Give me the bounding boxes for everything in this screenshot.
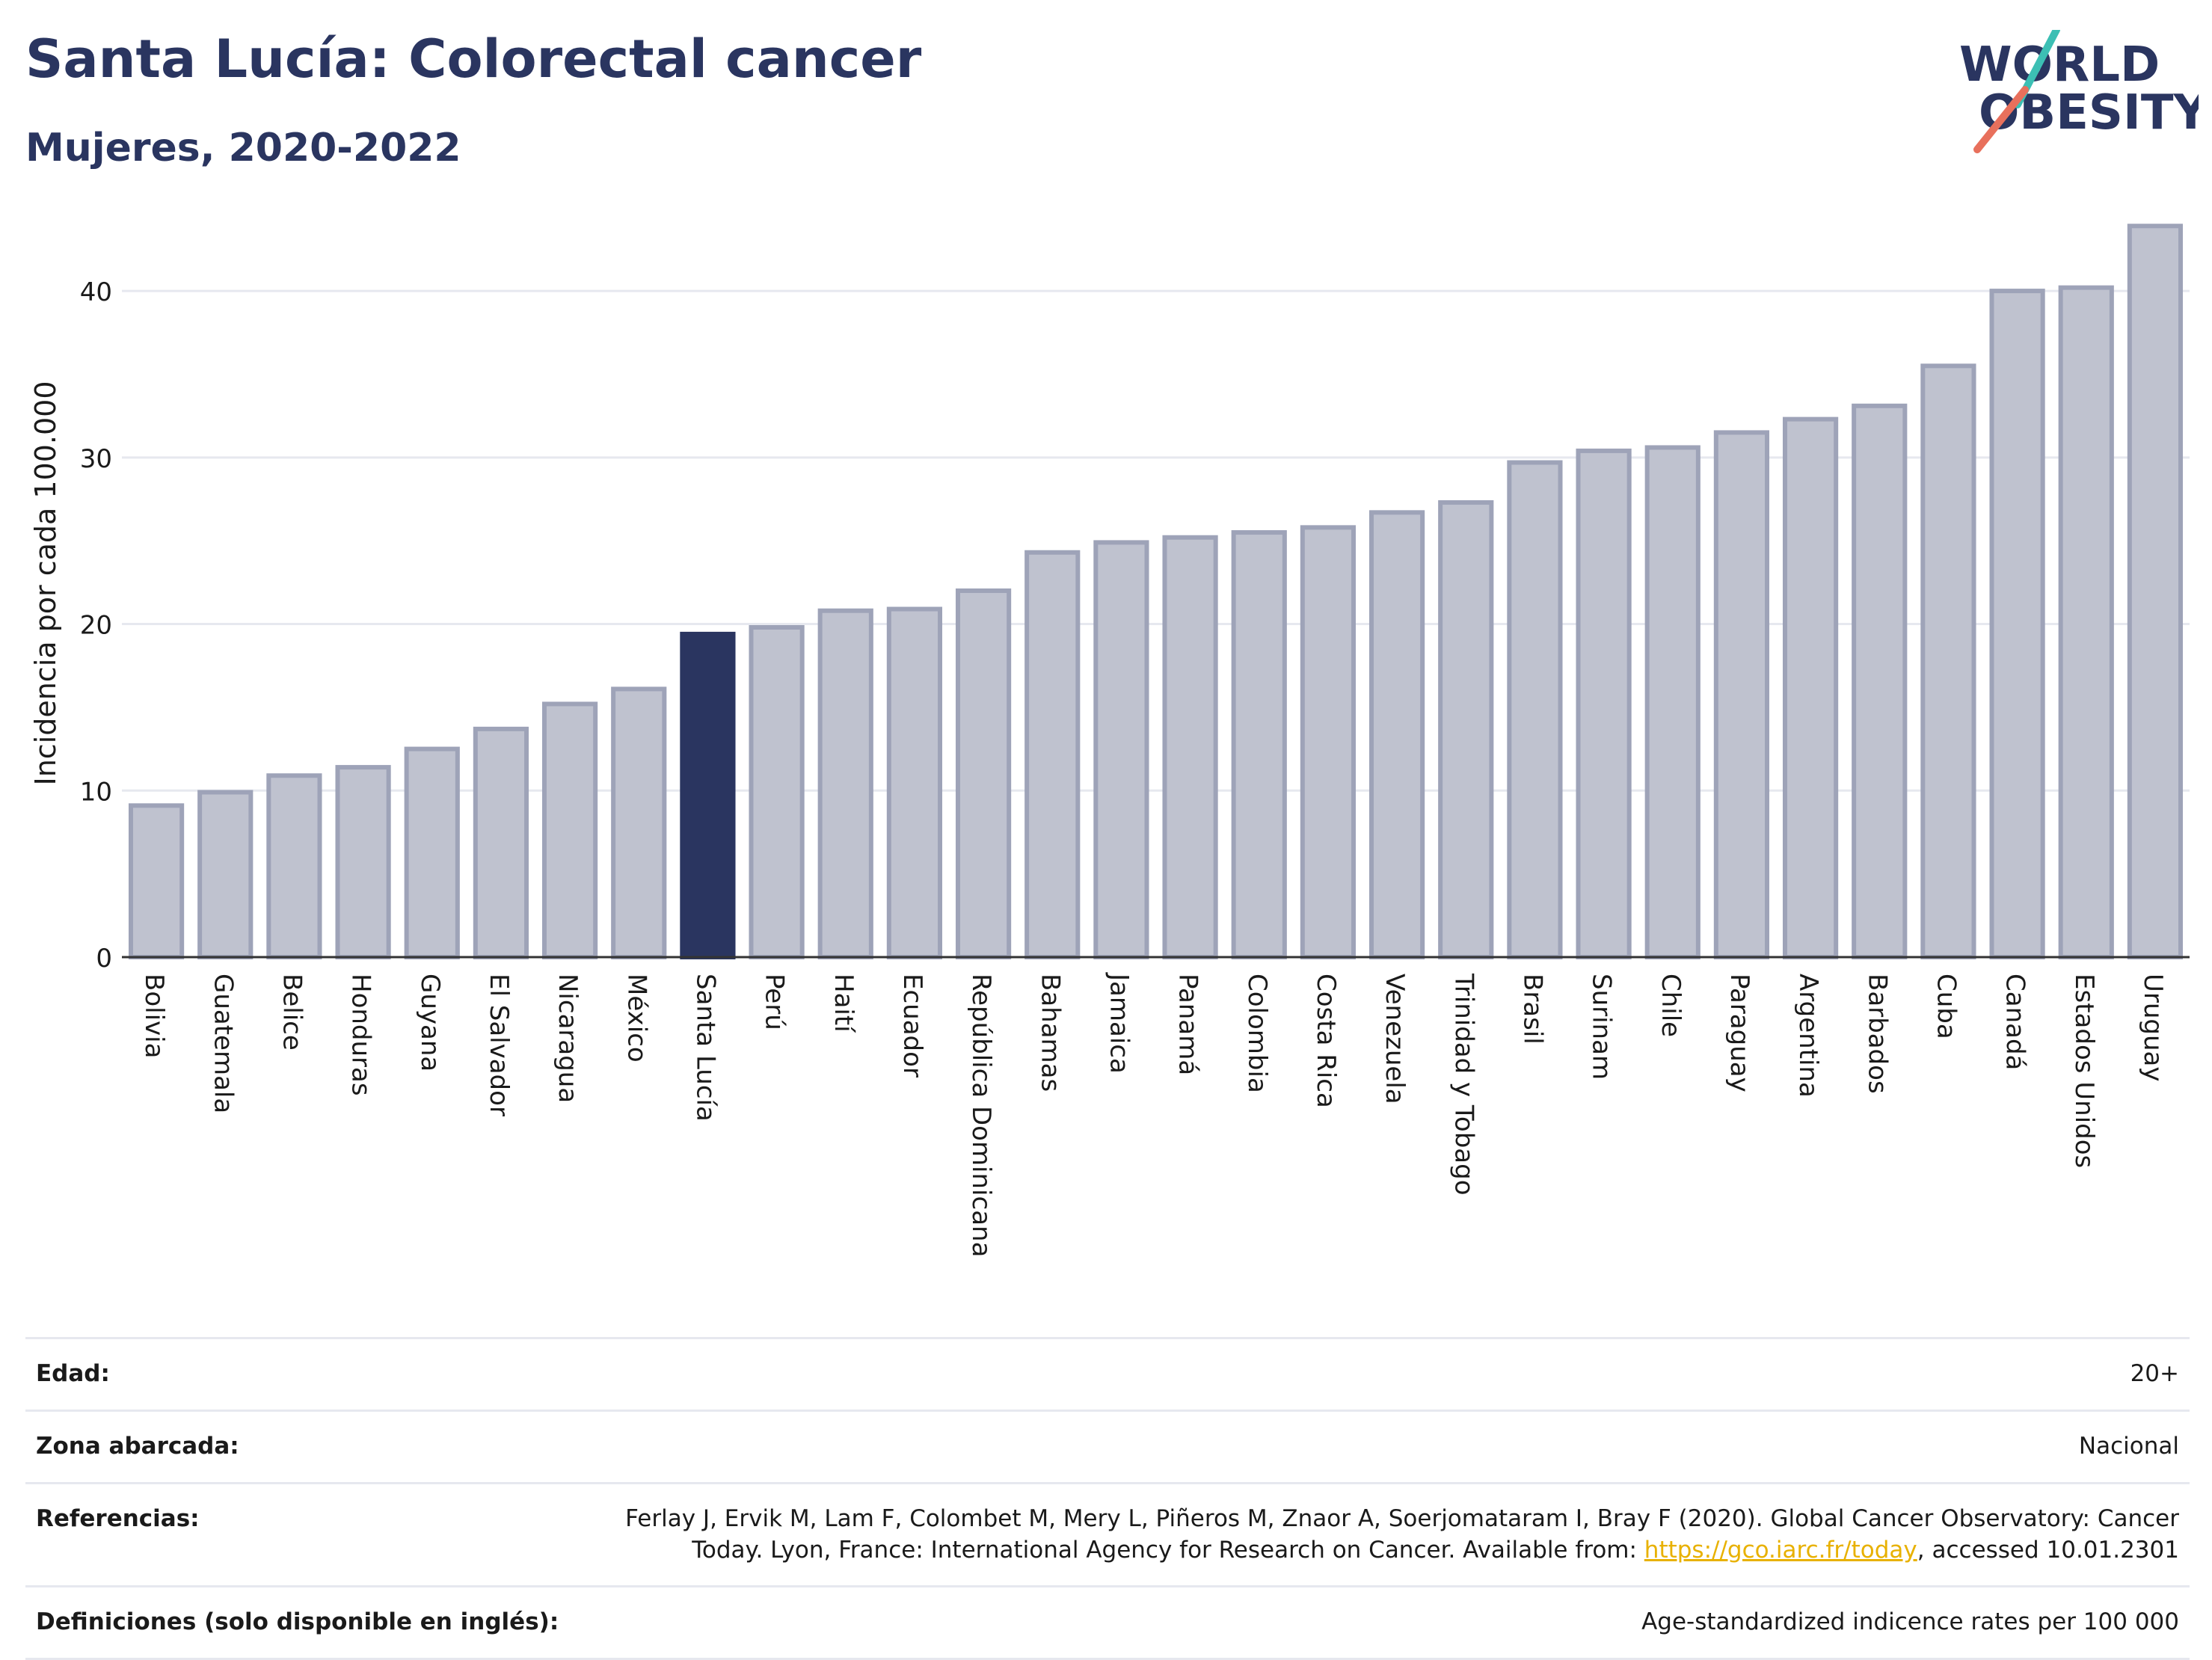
logo-line2: OBESITY <box>1979 85 2199 141</box>
bar <box>1507 460 1563 959</box>
bar <box>1576 448 1632 959</box>
x-tick-label: Perú <box>760 974 790 1030</box>
world-obesity-logo: WORLD OBESITY <box>1959 30 2199 153</box>
info-row: Edad: 20+ <box>25 1338 2190 1411</box>
y-tick-label: 20 <box>80 611 112 641</box>
info-value-text: 20+ <box>2130 1360 2179 1387</box>
info-value: 20+ <box>570 1338 2190 1411</box>
x-tick-label: Jamaica <box>1104 972 1134 1074</box>
bar <box>335 765 391 960</box>
logo-stroke-coral <box>1973 86 2029 153</box>
x-tick-label: México <box>621 974 651 1063</box>
bar <box>266 773 322 960</box>
x-tick-label: Chile <box>1656 974 1686 1037</box>
reference-link[interactable]: https://gco.iarc.fr/today <box>1644 1536 1917 1564</box>
bar <box>1438 499 1494 959</box>
bar <box>541 701 598 959</box>
x-tick-label: Belice <box>277 974 307 1051</box>
x-tick-label: Trinidad y Tobago <box>1448 973 1478 1196</box>
info-key: Referencias: <box>36 1504 200 1532</box>
bar <box>817 608 873 960</box>
x-tick-label: Honduras <box>346 974 376 1096</box>
x-tick-label: Barbados <box>1862 974 1892 1094</box>
x-tick-label: El Salvador <box>484 974 514 1116</box>
x-tick-labels: Bolivia Guatemala Belice Honduras Guyana El S… <box>139 972 2168 1257</box>
x-tick-label: Estados Unidos <box>2069 974 2099 1168</box>
bar <box>197 790 254 959</box>
bars <box>128 224 2184 960</box>
x-tick-label: Santa Lucía <box>690 974 720 1122</box>
info-value: Ferlay J, Ervik M, Lam F, Colombet M, Me… <box>570 1483 2190 1587</box>
bar <box>1782 416 1839 959</box>
info-value: Nacional <box>570 1410 2190 1483</box>
bar <box>128 803 185 960</box>
bar <box>1300 525 1357 959</box>
x-tick-label: Brasil <box>1517 974 1547 1045</box>
x-tick-label: Panamá <box>1173 974 1203 1075</box>
info-value: Age-standardized indicence rates per 100… <box>570 1587 2190 1659</box>
info-value-text: Age-standardized indicence rates per 100… <box>1641 1608 2179 1636</box>
x-tick-label: Costa Rica <box>1311 974 1341 1108</box>
x-tick-label: Guatemala <box>208 974 238 1113</box>
bar <box>1920 363 1976 959</box>
info-key: Edad: <box>36 1360 110 1387</box>
bar <box>1989 289 2045 960</box>
info-key: Definiciones (solo disponible en inglés)… <box>36 1608 559 1636</box>
bar <box>1162 535 1218 959</box>
y-tick-label: 0 <box>96 944 112 974</box>
y-tick-label: 10 <box>80 777 112 807</box>
bar <box>955 588 1012 959</box>
x-tick-label: Bahamas <box>1035 974 1065 1092</box>
bar <box>2127 224 2184 959</box>
x-tick-label: República Dominicana <box>966 974 996 1257</box>
x-tick-label: Nicaragua <box>553 974 583 1103</box>
bar <box>1231 530 1287 959</box>
info-row: Definiciones (solo disponible en inglés)… <box>25 1586 2190 1659</box>
info-row: Zona abarcada: Nacional <box>25 1410 2190 1483</box>
bar <box>1368 510 1425 959</box>
bar <box>611 686 667 960</box>
x-tick-label: Haití <box>829 974 858 1033</box>
bar <box>1024 550 1081 959</box>
info-row: Referencias: Ferlay J, Ervik M, Lam F, Co… <box>25 1483 2190 1587</box>
bar <box>886 606 943 959</box>
x-tick-label: Paraguay <box>1724 974 1754 1092</box>
page-title: Santa Lucía: Colorectal cancer <box>25 28 922 90</box>
page-subtitle: Mujeres, 2020-2022 <box>25 126 461 170</box>
info-value-suffix: , accessed 10.01.2301 <box>1917 1536 2179 1564</box>
x-tick-label: Canadá <box>2000 974 2030 1070</box>
bar <box>680 631 736 960</box>
bar <box>2058 285 2114 959</box>
bar <box>749 625 805 959</box>
info-value-text: Nacional <box>2078 1432 2179 1460</box>
info-value-text: Ferlay J, Ervik M, Lam F, Colombet M, Me… <box>625 1504 2179 1564</box>
bar <box>473 726 529 959</box>
y-tick-label: 40 <box>80 277 112 307</box>
y-axis-label: Incidencia por cada 100.000 <box>29 381 62 785</box>
x-tick-label: Argentina <box>1793 974 1823 1098</box>
x-tick-label: Venezuela <box>1380 974 1410 1104</box>
bar <box>1644 445 1701 959</box>
bar-chart: 0 10 20 30 40 Bolivia Guatemala Belice Honduras… <box>29 224 2190 1257</box>
y-tick-labels: 0 10 20 30 40 <box>80 277 112 974</box>
info-key: Zona abarcada: <box>36 1432 239 1460</box>
bar <box>1852 403 1908 959</box>
grid-lines <box>122 289 2190 792</box>
x-tick-label: Colombia <box>1242 974 1272 1093</box>
x-tick-label: Bolivia <box>139 974 169 1058</box>
x-tick-label: Cuba <box>1931 974 1961 1039</box>
bar <box>404 746 460 959</box>
logo-line1: WORLD <box>1959 37 2160 93</box>
x-tick-label: Uruguay <box>2138 974 2168 1082</box>
bar <box>1713 430 1770 959</box>
x-tick-label: Surinam <box>1587 974 1617 1080</box>
bar <box>1093 540 1149 959</box>
x-tick-label: Ecuador <box>897 974 927 1078</box>
x-tick-label: Guyana <box>415 974 445 1072</box>
info-table: Edad: 20+ Zona abarcada: Nacional Referencia… <box>25 1337 2190 1660</box>
y-tick-label: 30 <box>80 444 112 474</box>
